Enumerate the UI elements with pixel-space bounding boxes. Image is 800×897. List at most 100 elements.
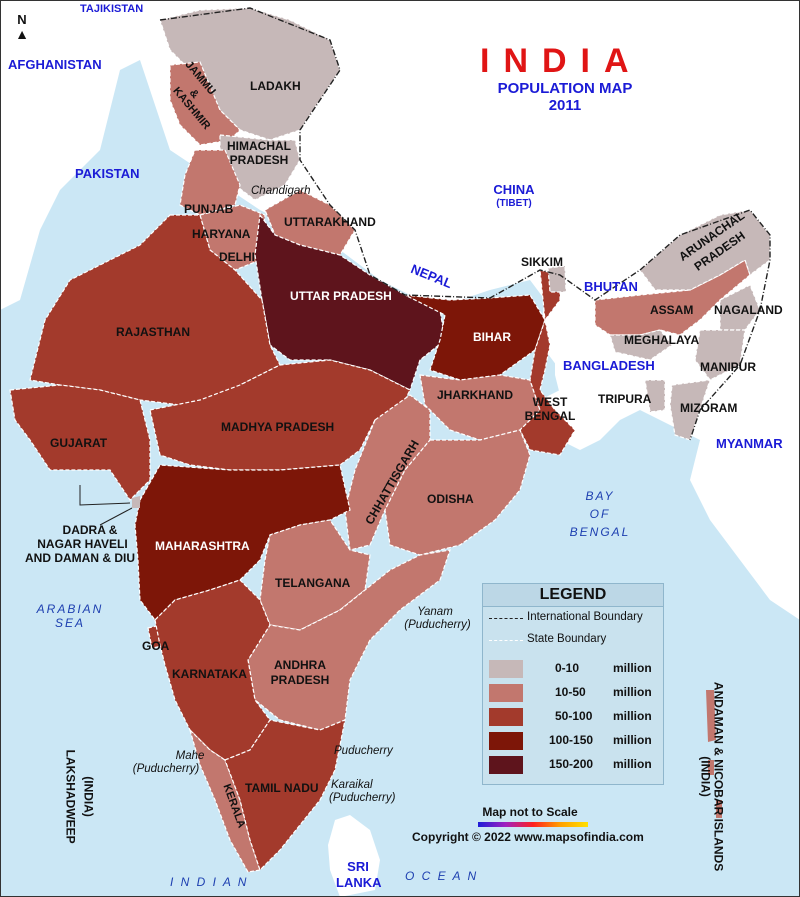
label-goa: GOA xyxy=(142,639,170,653)
label-bihar: BIHAR xyxy=(473,330,511,344)
label-yanam: Yanam xyxy=(417,606,453,618)
state-tripura xyxy=(644,379,666,413)
legend-swatch-2 xyxy=(489,708,523,726)
state-boundary-symbol xyxy=(489,640,523,641)
label-daman-diu: AND DAMAN & DIU xyxy=(25,551,135,565)
legend-range-2: 50-100 xyxy=(555,709,593,723)
label-odisha: ODISHA xyxy=(427,492,474,506)
label-lakshadweep: LAKSHADWEEP xyxy=(63,749,78,844)
label-ladakh: LADAKH xyxy=(250,79,301,93)
label-uttar-pradesh: UTTAR PRADESH xyxy=(290,289,392,303)
label-jharkhand: JHARKHAND xyxy=(437,388,514,402)
subtitle-line-1: POPULATION MAP xyxy=(497,80,633,97)
label-arabian: ARABIAN xyxy=(36,602,104,616)
legend-swatch-3 xyxy=(489,732,523,750)
label-haryana: HARYANA xyxy=(192,227,251,241)
label-bangladesh: BANGLADESH xyxy=(563,358,655,373)
label-delhi: DELHI xyxy=(219,250,255,264)
legend-swatch-4 xyxy=(489,756,523,774)
legend-unit-3: million xyxy=(613,733,652,747)
label-himachal-pradesh: PRADESH xyxy=(229,153,289,167)
label-myanmar: MYANMAR xyxy=(716,436,783,451)
label-karnataka: KARNATAKA xyxy=(172,667,247,681)
legend-unit-2: million xyxy=(613,709,652,723)
legend-title: LEGEND xyxy=(483,584,663,607)
label-andaman-nicobar: ANDAMAN & NICOBAR ISLANDS xyxy=(711,681,726,872)
state-jammu-kashmir xyxy=(169,61,241,146)
label-pakistan: PAKISTAN xyxy=(75,166,140,181)
label-meghalaya: MEGHALAYA xyxy=(624,333,700,347)
state-andaman-nicobar xyxy=(706,690,722,818)
north-label: N xyxy=(17,12,27,27)
state-odisha xyxy=(384,429,531,556)
state-andhra-pradesh xyxy=(247,549,451,731)
international-boundary xyxy=(159,7,771,441)
state-west-bengal xyxy=(519,269,576,456)
legend-range-0: 0-10 xyxy=(555,661,580,675)
legend-class-0: 0-10 million xyxy=(483,657,663,681)
label-mahe-puducherry: (Puducherry) xyxy=(132,763,200,775)
state-boundary-label: State Boundary xyxy=(527,633,607,645)
label-telangana: TELANGANA xyxy=(275,576,351,590)
legend-class-2: 50-100 million xyxy=(483,705,663,729)
state-ladakh xyxy=(159,7,341,141)
label-west: WEST xyxy=(532,395,568,409)
label-punjab: PUNJAB xyxy=(184,202,234,216)
legend: LEGEND International Boundary State Boun… xyxy=(482,583,664,785)
state-nagaland xyxy=(719,284,761,331)
label-nagaland: NAGALAND xyxy=(714,303,783,317)
state-kerala xyxy=(188,727,261,873)
state-rajasthan xyxy=(29,214,281,406)
legend-range-3: 100-150 xyxy=(549,733,594,747)
label-rajasthan: RAJASTHAN xyxy=(116,325,191,339)
map-title: INDIA xyxy=(480,42,643,80)
label-china: CHINA xyxy=(493,182,535,197)
label-afghanistan: AFGHANISTAN xyxy=(8,57,102,72)
label-madhya-pradesh: MADHYA PRADESH xyxy=(221,420,335,434)
legend-range-1: 10-50 xyxy=(555,685,586,699)
international-boundary-label: International Boundary xyxy=(527,611,643,623)
label-bay: BAY xyxy=(585,489,615,503)
label-maharashtra: MAHARASHTRA xyxy=(155,539,250,553)
scale-note: Map not to Scale xyxy=(482,805,578,819)
state-uttarakhand xyxy=(264,189,356,256)
state-madhya-pradesh xyxy=(149,359,411,471)
north-arrow: N ▲ xyxy=(12,12,32,41)
state-maharashtra xyxy=(134,464,351,621)
dnh-leader-lines xyxy=(79,485,133,526)
legend-unit-1: million xyxy=(613,685,652,699)
neighbor-land-myanmar-east xyxy=(690,440,800,620)
label-manipur: MANIPUR xyxy=(700,360,756,374)
label-gujarat: GUJARAT xyxy=(50,436,108,450)
legend-class-1: 10-50 million xyxy=(483,681,663,705)
legend-swatch-1 xyxy=(489,684,523,702)
label-west-bengal: BENGAL xyxy=(524,409,576,423)
label-bengal-water: BENGAL xyxy=(569,525,631,539)
legend-international-boundary: International Boundary xyxy=(483,607,663,629)
label-andaman-india: (INDIA) xyxy=(698,756,713,797)
legend-swatch-0 xyxy=(489,660,523,678)
legend-unit-4: million xyxy=(613,757,652,771)
neighbor-land-sri-lanka xyxy=(328,815,380,897)
state-haryana xyxy=(199,204,266,271)
state-arunachal-pradesh xyxy=(639,209,771,291)
state-sikkim xyxy=(547,265,567,293)
state-dadra-nagar-haveli-daman-diu xyxy=(132,496,140,508)
legend-state-boundary: State Boundary xyxy=(483,629,663,651)
north-arrow-icon: ▲ xyxy=(15,26,29,42)
label-lanka: LANKA xyxy=(336,875,382,890)
label-puducherry: Puducherry xyxy=(334,745,393,757)
label-tripura: TRIPURA xyxy=(598,392,652,406)
state-uttar-pradesh xyxy=(254,213,446,391)
label-andhra-pradesh: PRADESH xyxy=(270,673,330,687)
state-mizoram xyxy=(669,379,711,441)
state-gujarat xyxy=(9,384,151,501)
label-indian-ocean-2: O C E A N xyxy=(405,869,479,883)
copyright: Copyright © 2022 www.mapsofindia.com xyxy=(412,830,644,844)
label-tibet: (TIBET) xyxy=(496,198,532,209)
state-meghalaya xyxy=(609,329,673,361)
label-mahe: Mahe xyxy=(175,750,205,762)
label-arabian-sea: SEA xyxy=(54,616,85,630)
